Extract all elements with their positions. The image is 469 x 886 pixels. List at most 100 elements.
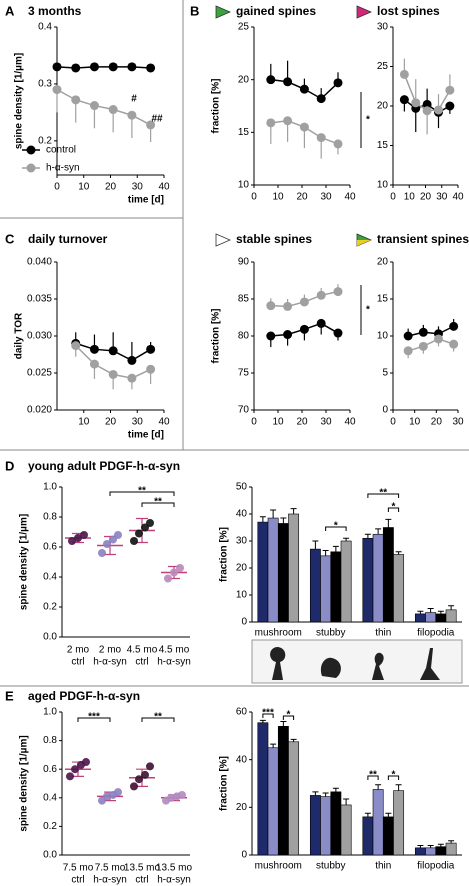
data-point [422,99,432,109]
bar [425,612,437,623]
data-point [170,568,178,577]
y-tick-label: 0.0 [43,632,57,643]
x-tick-label: 4.5 mo [159,645,190,656]
significance-label: *** [88,712,100,723]
data-point [146,762,154,771]
data-point [283,301,293,311]
error-bar [290,738,297,742]
significance-label: * [392,502,396,513]
bar [393,554,405,623]
x-tick-label: 40 [452,192,464,203]
error-bar [322,792,329,797]
y-tick-label: 0 [241,850,247,861]
data-point [146,344,156,354]
error-bar [437,610,444,614]
error-bar [290,508,297,514]
bar [362,816,374,856]
data-point [68,537,76,545]
data-point [71,765,79,774]
significance-bracket [141,502,175,507]
y-tick-label: 1.0 [43,482,57,493]
bar [257,521,269,623]
lost-icon [356,5,373,19]
y-tick-label: 0 [382,405,388,416]
panel-label: B [190,3,199,18]
error-bar [375,528,382,535]
error-bar [343,537,350,541]
x-tick-label: 30 [320,192,332,203]
x-tick-label: 40 [158,182,170,193]
data-point [316,290,326,300]
chart-title: 3 months [28,4,82,18]
bar [445,842,457,856]
y-tick-label: 30 [377,22,389,33]
data-point [176,564,184,572]
data-point [127,373,137,383]
significance-label: ** [154,497,162,508]
error-bar [437,843,444,847]
dividers [0,0,469,687]
y-tick-label: 20 [377,257,389,268]
stable-icon [215,233,232,247]
data-point [89,344,99,354]
significance-bracket [141,717,175,722]
annotation: ## [151,114,163,125]
data-point [403,346,413,356]
x-tick-label: filopodia [417,861,455,872]
significance-label: ** [154,712,162,723]
error-bar [343,798,350,805]
significance-label: ** [379,488,387,499]
data-point [164,574,172,583]
data-point [418,341,428,351]
bar [340,804,352,856]
y-tick-label: 30 [236,536,248,547]
y-tick-label: 15 [238,127,250,138]
data-point [146,519,154,527]
error-bar [364,533,371,539]
bar [320,796,332,856]
y-tick-label: 40 [236,509,248,520]
x-tick-label: mushroom [255,628,302,639]
x-tick-label: 2 mo [67,645,90,656]
data-point [108,62,118,72]
data-point [108,105,118,115]
data-point [399,69,409,79]
chart-title: lost spines [377,4,440,18]
bar [414,847,426,856]
bar [277,523,289,623]
y-tick-label: 10 [238,180,250,191]
bar [435,613,447,623]
chart-title: aged PDGF-h-α-syn [28,689,140,703]
data-point [283,116,293,126]
y-tick-label: 75 [238,368,250,379]
y-tick-label: 0.4 [43,792,57,803]
x-tick-label: 20 [420,192,432,203]
x-tick-label: 40 [344,192,356,203]
x-axis-label: time [d] [128,195,164,206]
significance-label: *** [262,708,274,719]
bar [382,527,394,623]
data-point [103,540,111,548]
chart-title: transient spines [377,232,469,246]
bar [309,548,321,623]
data-point [266,118,276,128]
bar [382,816,394,856]
y-axis-label: fraction [%] [211,79,222,134]
error-bar [427,608,434,613]
x-tick-label: 30 [452,417,464,428]
data-point [127,110,137,120]
y-tick-label: 20 [236,563,248,574]
y-tick-label: 25 [238,22,250,33]
chart-title: young adult PDGF-h-α-syn [28,459,180,473]
data-point [333,328,343,338]
significance-bracket [325,526,347,531]
significance-label: * [392,770,396,781]
data-point [89,101,99,111]
data-point [299,297,309,307]
error-bar [270,509,277,519]
data-point [135,775,143,784]
significance-label: ** [369,770,377,781]
data-point [127,355,137,365]
data-point [130,782,138,791]
data-point [108,346,118,356]
